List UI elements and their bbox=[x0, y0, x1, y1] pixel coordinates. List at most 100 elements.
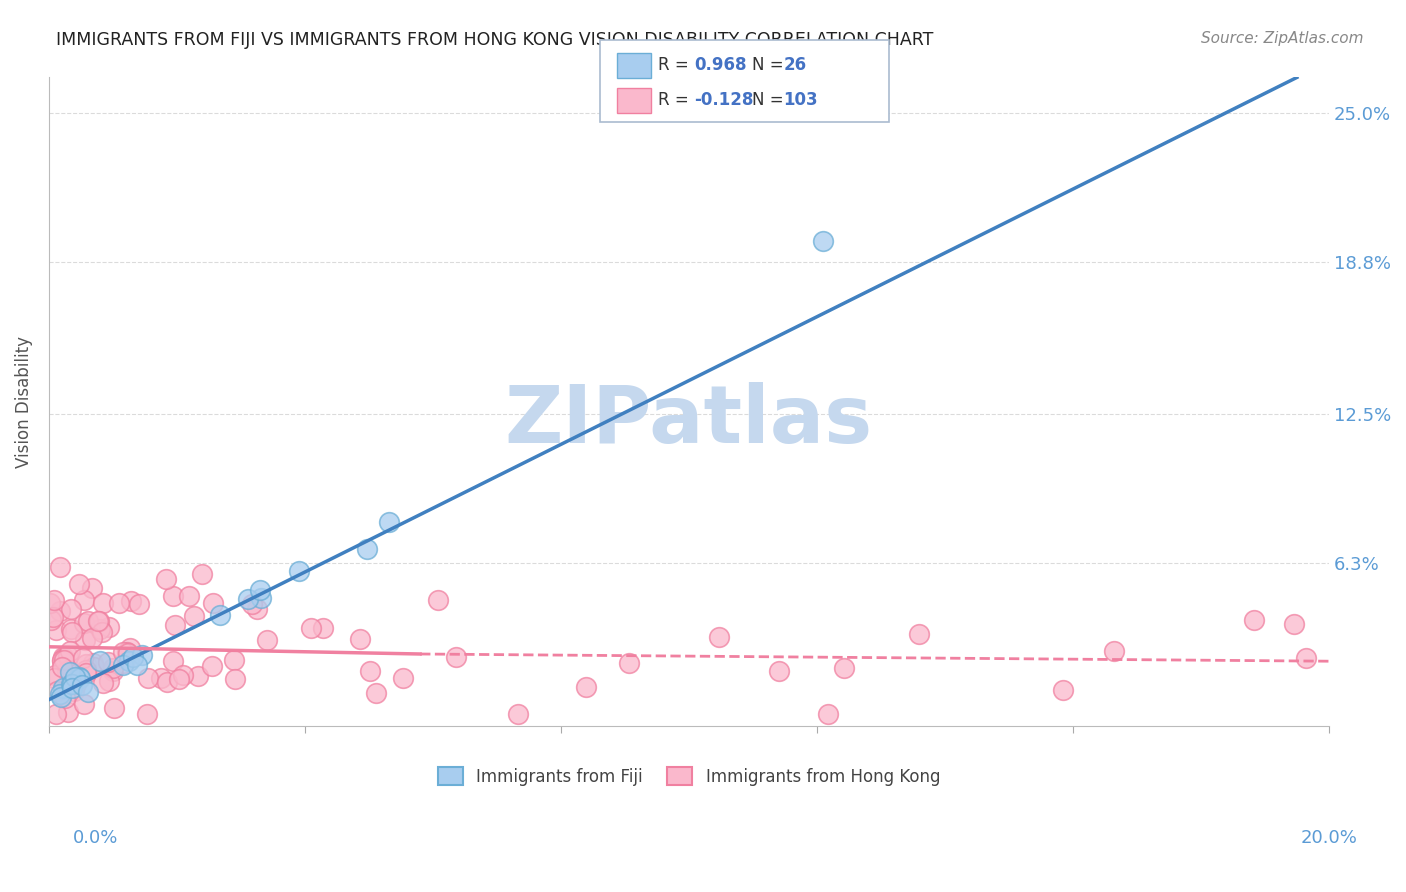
Point bbox=[349, 632, 371, 647]
Point bbox=[136, 707, 159, 722]
Point bbox=[56, 665, 79, 679]
Text: -0.128: -0.128 bbox=[695, 91, 754, 109]
Point bbox=[80, 631, 103, 645]
Point bbox=[58, 705, 80, 719]
Point bbox=[202, 596, 225, 610]
Point bbox=[150, 671, 173, 685]
Point bbox=[51, 660, 73, 674]
Point bbox=[131, 648, 153, 662]
Point bbox=[121, 649, 143, 664]
Point bbox=[70, 678, 93, 692]
Point bbox=[364, 685, 387, 699]
Text: 26: 26 bbox=[783, 56, 806, 74]
Point bbox=[59, 644, 82, 658]
Point bbox=[73, 592, 96, 607]
Point bbox=[299, 621, 322, 635]
Point bbox=[426, 592, 449, 607]
Point bbox=[167, 672, 190, 686]
Point bbox=[62, 684, 84, 698]
Point bbox=[172, 667, 194, 681]
Point bbox=[120, 593, 142, 607]
Text: 20.0%: 20.0% bbox=[1301, 829, 1357, 847]
Point bbox=[97, 673, 120, 688]
Point bbox=[59, 677, 82, 691]
Point bbox=[817, 707, 839, 722]
Point bbox=[39, 596, 62, 610]
Point bbox=[356, 542, 378, 557]
Point bbox=[42, 609, 65, 624]
Point bbox=[72, 650, 94, 665]
Point bbox=[391, 671, 413, 685]
Point bbox=[907, 627, 929, 641]
Y-axis label: Vision Disability: Vision Disability bbox=[15, 335, 32, 467]
Point bbox=[67, 670, 90, 684]
Point bbox=[101, 664, 124, 678]
Point bbox=[768, 664, 790, 678]
Point bbox=[155, 572, 177, 586]
Point bbox=[111, 658, 134, 673]
Point bbox=[1052, 683, 1074, 698]
Point bbox=[108, 596, 131, 610]
Point bbox=[249, 591, 271, 606]
Point bbox=[118, 654, 141, 668]
Point bbox=[83, 660, 105, 674]
Point bbox=[249, 582, 271, 597]
Point bbox=[112, 656, 135, 670]
Text: N =: N = bbox=[752, 91, 789, 109]
Point bbox=[359, 664, 381, 678]
Text: ZIPatlas: ZIPatlas bbox=[505, 382, 873, 460]
Point bbox=[115, 645, 138, 659]
Point bbox=[162, 654, 184, 668]
Point bbox=[52, 681, 75, 695]
Point bbox=[138, 671, 160, 685]
Point bbox=[42, 671, 65, 685]
Point bbox=[73, 697, 96, 711]
Legend: Immigrants from Fiji, Immigrants from Hong Kong: Immigrants from Fiji, Immigrants from Ho… bbox=[430, 761, 948, 792]
Point bbox=[236, 592, 259, 607]
Point bbox=[191, 566, 214, 581]
Point bbox=[89, 614, 111, 628]
Point bbox=[118, 641, 141, 656]
Point bbox=[128, 597, 150, 611]
Point bbox=[77, 615, 100, 629]
Point bbox=[201, 659, 224, 673]
Point bbox=[97, 655, 120, 669]
Point bbox=[1282, 616, 1305, 631]
Point bbox=[39, 613, 62, 627]
Point bbox=[51, 654, 73, 668]
Point bbox=[89, 623, 111, 637]
Point bbox=[1243, 614, 1265, 628]
Point bbox=[111, 645, 134, 659]
Point bbox=[240, 597, 263, 611]
Point bbox=[48, 604, 70, 618]
Point bbox=[91, 624, 114, 639]
Text: N =: N = bbox=[752, 56, 789, 74]
Point bbox=[60, 681, 83, 695]
Point bbox=[575, 681, 598, 695]
Point bbox=[444, 649, 467, 664]
Point bbox=[45, 624, 67, 638]
Point bbox=[53, 690, 76, 705]
Point bbox=[97, 620, 120, 634]
Point bbox=[813, 234, 835, 248]
Text: 0.0%: 0.0% bbox=[73, 829, 118, 847]
Point bbox=[75, 663, 97, 677]
Point bbox=[52, 649, 75, 664]
Point bbox=[56, 648, 79, 663]
Point bbox=[208, 607, 231, 622]
Point bbox=[60, 622, 83, 636]
Point bbox=[617, 656, 640, 670]
Point bbox=[1295, 650, 1317, 665]
Point bbox=[101, 661, 124, 675]
Point bbox=[1102, 644, 1125, 658]
Point bbox=[65, 677, 87, 691]
Point bbox=[288, 564, 311, 578]
Point bbox=[224, 672, 246, 686]
Point bbox=[44, 593, 66, 607]
Point bbox=[707, 631, 730, 645]
Point bbox=[311, 621, 333, 635]
Point bbox=[117, 646, 139, 660]
Point bbox=[60, 602, 83, 616]
Point bbox=[80, 582, 103, 596]
Point bbox=[256, 633, 278, 648]
